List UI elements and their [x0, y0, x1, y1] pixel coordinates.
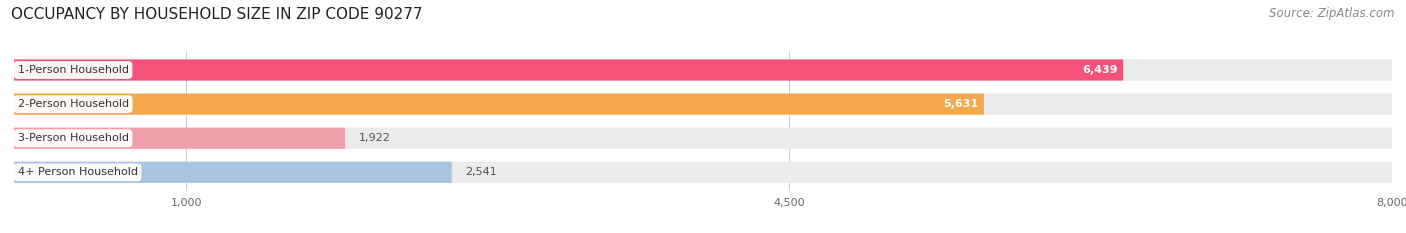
Text: 2-Person Household: 2-Person Household — [17, 99, 128, 109]
Text: 5,631: 5,631 — [943, 99, 979, 109]
FancyBboxPatch shape — [14, 93, 1392, 115]
FancyBboxPatch shape — [14, 128, 1392, 149]
FancyBboxPatch shape — [14, 93, 984, 115]
Text: 3-Person Household: 3-Person Household — [17, 133, 128, 143]
Text: OCCUPANCY BY HOUSEHOLD SIZE IN ZIP CODE 90277: OCCUPANCY BY HOUSEHOLD SIZE IN ZIP CODE … — [11, 7, 423, 22]
Text: 2,541: 2,541 — [465, 167, 498, 177]
Text: 4+ Person Household: 4+ Person Household — [17, 167, 138, 177]
FancyBboxPatch shape — [14, 162, 1392, 183]
FancyBboxPatch shape — [14, 162, 451, 183]
FancyBboxPatch shape — [14, 128, 344, 149]
Text: 1,922: 1,922 — [359, 133, 391, 143]
Text: Source: ZipAtlas.com: Source: ZipAtlas.com — [1270, 7, 1395, 20]
Text: 1-Person Household: 1-Person Household — [17, 65, 128, 75]
FancyBboxPatch shape — [14, 59, 1392, 81]
FancyBboxPatch shape — [14, 59, 1123, 81]
Text: 6,439: 6,439 — [1083, 65, 1118, 75]
